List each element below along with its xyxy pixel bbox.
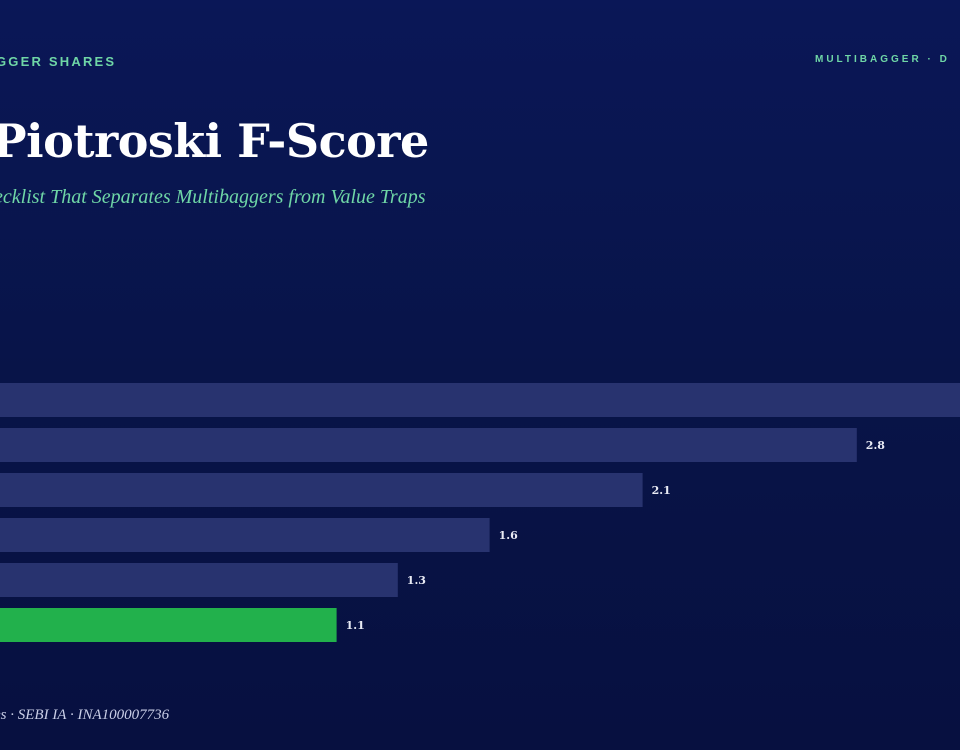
bar-1: [0, 383, 960, 417]
bar-5: [0, 563, 398, 597]
brand-label-right: MULTIBAGGER · D: [815, 54, 950, 65]
bar-6: [0, 608, 337, 642]
page-subtitle: ecklist That Separates Multibaggers from…: [0, 186, 426, 208]
bar-3: [0, 473, 643, 507]
bar-value-label-2: 2.8: [866, 439, 885, 452]
footer-disclaimer: es · SEBI IA · INA100007736: [0, 707, 170, 723]
page-title: Piotroski F-Score: [0, 114, 429, 168]
bar-4: [0, 518, 490, 552]
bar-value-label-6: 1.1: [346, 619, 365, 632]
bar-value-label-5: 1.3: [407, 574, 426, 587]
bar-2: [0, 428, 857, 462]
bar-value-label-3: 2.1: [652, 484, 671, 497]
bar-value-label-4: 1.6: [499, 529, 518, 542]
brand-label-left: GGER SHARES: [0, 54, 117, 69]
